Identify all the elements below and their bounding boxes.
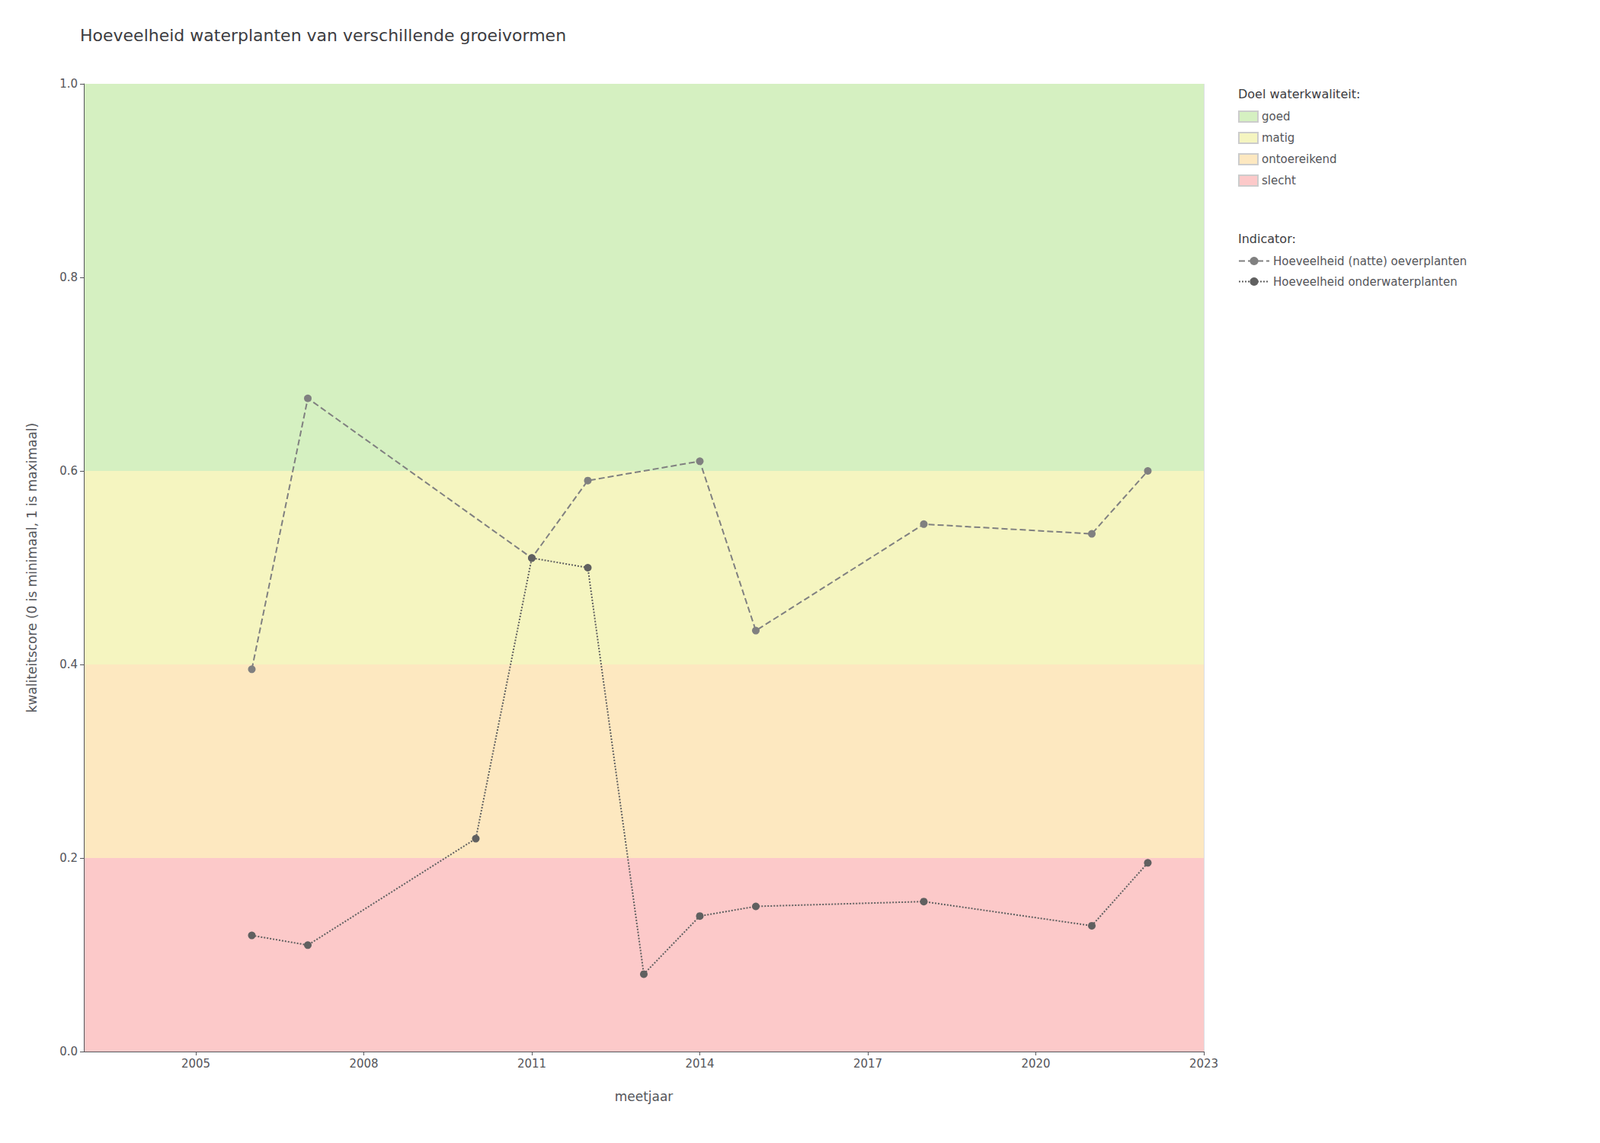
svg-text:2017: 2017 [853, 1056, 883, 1071]
svg-text:slecht: slecht [1261, 173, 1296, 188]
svg-text:meetjaar: meetjaar [614, 1088, 674, 1104]
svg-text:0.8: 0.8 [59, 270, 78, 285]
svg-text:matig: matig [1261, 131, 1295, 145]
svg-text:0.2: 0.2 [59, 851, 78, 865]
svg-text:2020: 2020 [1020, 1056, 1050, 1071]
svg-text:Hoeveelheid waterplanten van v: Hoeveelheid waterplanten van verschillen… [80, 25, 567, 45]
svg-text:0.0: 0.0 [59, 1044, 78, 1059]
svg-text:goed: goed [1261, 109, 1290, 124]
svg-text:Hoeveelheid (natte) oeverplant: Hoeveelheid (natte) oeverplanten [1273, 254, 1467, 269]
svg-text:2008: 2008 [348, 1056, 378, 1071]
svg-text:Hoeveelheid onderwaterplanten: Hoeveelheid onderwaterplanten [1273, 275, 1458, 289]
svg-text:kwaliteitscore (0 is minimaal,: kwaliteitscore (0 is minimaal, 1 is maxi… [24, 422, 40, 713]
svg-text:0.6: 0.6 [59, 464, 78, 478]
svg-text:2011: 2011 [517, 1056, 547, 1071]
svg-text:0.4: 0.4 [59, 657, 78, 672]
svg-text:2023: 2023 [1189, 1056, 1219, 1071]
svg-text:2005: 2005 [181, 1056, 211, 1071]
svg-text:2014: 2014 [684, 1056, 714, 1071]
svg-text:Doel waterkwaliteit:: Doel waterkwaliteit: [1238, 86, 1360, 102]
svg-text:ontoereikend: ontoereikend [1261, 152, 1338, 167]
svg-text:1.0: 1.0 [59, 76, 78, 91]
svg-text:Indicator:: Indicator: [1238, 231, 1296, 247]
